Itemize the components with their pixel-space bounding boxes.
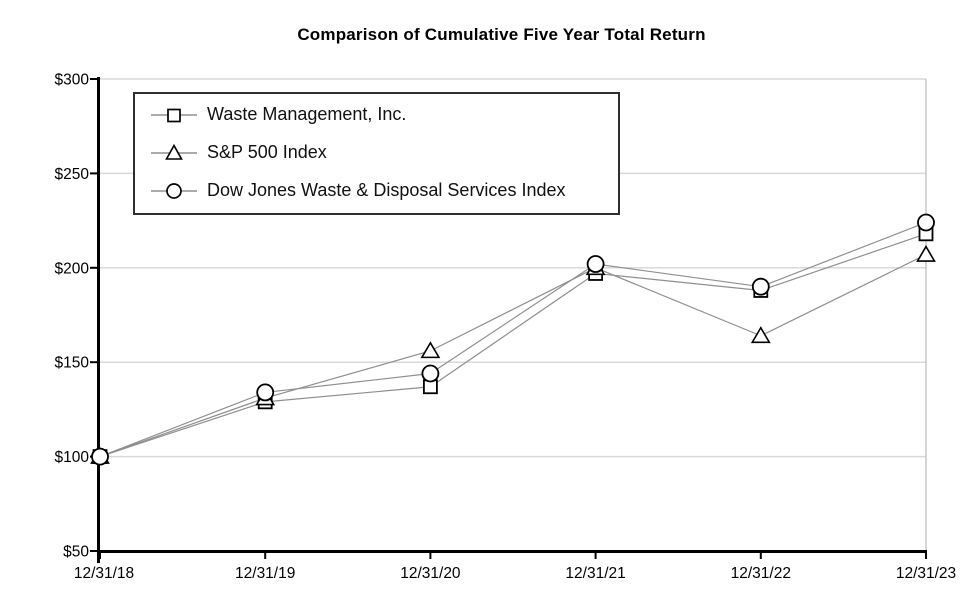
legend: Waste Management, Inc. S&P 500 Index Dow… xyxy=(133,92,620,215)
y-axis-tick-label: $100 xyxy=(55,449,90,466)
x-axis-tick xyxy=(759,553,762,559)
y-axis-tick-label: $200 xyxy=(55,260,90,277)
x-axis-tick xyxy=(925,553,927,559)
y-axis-tick xyxy=(90,361,97,364)
data-point-triangle xyxy=(916,245,936,262)
legend-item-dow-jones-waste: Dow Jones Waste & Disposal Services Inde… xyxy=(150,180,610,201)
x-axis-tick xyxy=(264,553,267,559)
legend-label: Waste Management, Inc. xyxy=(207,104,407,124)
x-axis-tick-label: 12/31/20 xyxy=(400,565,461,582)
x-axis-tick xyxy=(429,553,432,559)
x-axis-tick-label: 12/31/23 xyxy=(896,565,956,582)
data-point-circle xyxy=(256,383,275,402)
x-axis-tick-label: 12/31/22 xyxy=(731,565,791,582)
series-line-triangle xyxy=(99,254,927,458)
data-point-circle xyxy=(586,255,605,273)
x-axis-tick xyxy=(99,553,101,559)
triangle-marker-icon xyxy=(151,143,197,160)
y-axis-tick-label: $250 xyxy=(55,166,90,183)
y-axis-tick xyxy=(90,266,97,269)
x-axis-tick-label: 12/31/19 xyxy=(235,565,295,582)
legend-item-waste-management: Waste Management, Inc. xyxy=(150,104,610,125)
legend-label: Dow Jones Waste & Disposal Services Inde… xyxy=(207,180,566,200)
x-axis-tick xyxy=(594,553,597,559)
series-line-circle xyxy=(99,221,927,458)
x-axis-tick-label: 12/31/18 xyxy=(74,565,134,582)
y-axis-line xyxy=(97,77,100,563)
x-axis-line xyxy=(97,550,927,553)
y-axis-tick xyxy=(90,172,97,175)
y-axis-tick-label: $150 xyxy=(55,355,90,372)
x-axis-tick-label: 12/31/21 xyxy=(565,565,625,582)
y-axis-tick-label: $300 xyxy=(55,72,90,89)
series-line-square xyxy=(99,233,927,458)
square-marker-icon xyxy=(151,108,197,122)
data-point-triangle xyxy=(750,326,771,344)
legend-label: S&P 500 Index xyxy=(207,142,327,162)
data-point-circle xyxy=(917,213,935,232)
y-axis-tick xyxy=(90,550,97,552)
data-point-circle xyxy=(421,364,440,383)
legend-item-sp500: S&P 500 Index xyxy=(150,142,610,163)
chart-title: Comparison of Cumulative Five Year Total… xyxy=(297,25,706,44)
data-point-circle xyxy=(91,447,109,466)
circle-marker-icon xyxy=(151,182,197,199)
data-point-circle xyxy=(751,277,770,296)
y-axis-tick-label: $50 xyxy=(63,544,89,561)
data-point-triangle xyxy=(420,341,441,359)
y-axis-tick xyxy=(90,78,97,80)
